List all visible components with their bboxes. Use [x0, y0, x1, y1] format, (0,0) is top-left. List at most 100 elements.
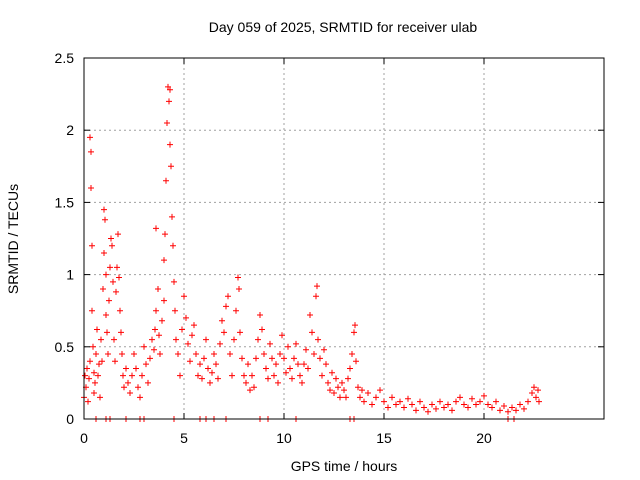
data-point	[87, 358, 93, 365]
data-point	[164, 119, 170, 126]
data-point	[179, 326, 185, 333]
data-point	[100, 286, 106, 293]
x-tick-label: 5	[180, 430, 188, 446]
data-point	[114, 264, 120, 271]
data-point	[333, 375, 339, 382]
y-tick-label: 2	[66, 122, 74, 138]
data-point	[531, 384, 537, 391]
x-tick-label: 10	[276, 430, 292, 446]
data-point	[397, 398, 403, 405]
grid-layer	[84, 58, 604, 419]
data-point	[168, 163, 174, 170]
data-point	[149, 336, 155, 343]
data-point	[271, 372, 277, 379]
data-point	[207, 379, 213, 386]
data-point	[239, 355, 245, 362]
data-point	[293, 340, 299, 347]
data-point	[445, 401, 451, 408]
data-point	[373, 394, 379, 401]
y-tick-label: 0	[66, 411, 74, 427]
data-point	[323, 361, 329, 368]
data-point	[295, 361, 301, 368]
data-point	[335, 384, 341, 391]
data-point	[389, 394, 395, 401]
data-point	[353, 358, 359, 365]
data-point	[94, 326, 100, 333]
data-point	[211, 351, 217, 358]
data-point	[307, 312, 313, 319]
data-point	[355, 384, 361, 391]
data-point	[361, 398, 367, 405]
data-point	[225, 293, 231, 300]
data-point	[87, 134, 93, 141]
data-point	[437, 398, 443, 405]
y-tick-label: 1.5	[55, 194, 75, 210]
data-point	[369, 401, 375, 408]
data-point	[82, 372, 88, 379]
data-point	[105, 351, 111, 358]
data-point	[175, 351, 181, 358]
data-point	[229, 372, 235, 379]
data-point	[247, 387, 253, 394]
data-point	[505, 408, 511, 415]
data-point	[99, 358, 105, 365]
data-point	[103, 271, 109, 278]
data-point	[533, 394, 539, 401]
data-point	[109, 242, 115, 249]
data-point	[103, 312, 109, 319]
data-point	[429, 401, 435, 408]
data-point	[162, 231, 168, 238]
data-point	[473, 401, 479, 408]
data-point	[191, 322, 197, 329]
data-point	[352, 322, 358, 329]
data-point	[187, 358, 193, 365]
data-point	[153, 225, 159, 232]
data-point	[193, 351, 199, 358]
data-point	[485, 401, 491, 408]
data-point	[337, 394, 343, 401]
data-point	[97, 394, 103, 401]
data-point	[265, 375, 271, 382]
data-point	[96, 361, 102, 368]
data-point	[131, 351, 137, 358]
data-point	[91, 369, 97, 376]
data-point	[205, 365, 211, 372]
data-point	[433, 405, 439, 412]
data-point	[243, 379, 249, 386]
data-point	[351, 329, 357, 336]
data-point	[161, 257, 167, 264]
data-point	[279, 332, 285, 339]
data-point	[469, 395, 475, 402]
data-point	[101, 206, 107, 213]
data-point	[91, 390, 97, 397]
data-point	[201, 355, 207, 362]
data-point	[159, 317, 165, 324]
data-point	[349, 351, 355, 358]
data-point	[461, 401, 467, 408]
data-point	[311, 351, 317, 358]
chart-title: Day 059 of 2025, SRMTID for receiver ula…	[209, 19, 478, 35]
x-axis-title: GPS time / hours	[291, 458, 398, 474]
data-point	[183, 314, 189, 321]
data-point	[259, 326, 265, 333]
data-point	[289, 375, 295, 382]
data-point	[535, 387, 541, 394]
data-point	[110, 278, 116, 285]
data-point	[231, 336, 237, 343]
data-point	[143, 361, 149, 368]
data-point	[525, 398, 531, 405]
data-point	[219, 317, 225, 324]
data-point	[135, 384, 141, 391]
data-point	[125, 379, 131, 386]
data-point	[147, 355, 153, 362]
data-point	[261, 351, 267, 358]
data-point	[425, 408, 431, 415]
data-point	[195, 372, 201, 379]
data-point	[199, 375, 205, 382]
data-point	[111, 336, 117, 343]
data-point	[269, 355, 275, 362]
data-point	[173, 336, 179, 343]
data-point	[285, 343, 291, 350]
data-point	[89, 242, 95, 249]
data-point	[509, 404, 515, 411]
